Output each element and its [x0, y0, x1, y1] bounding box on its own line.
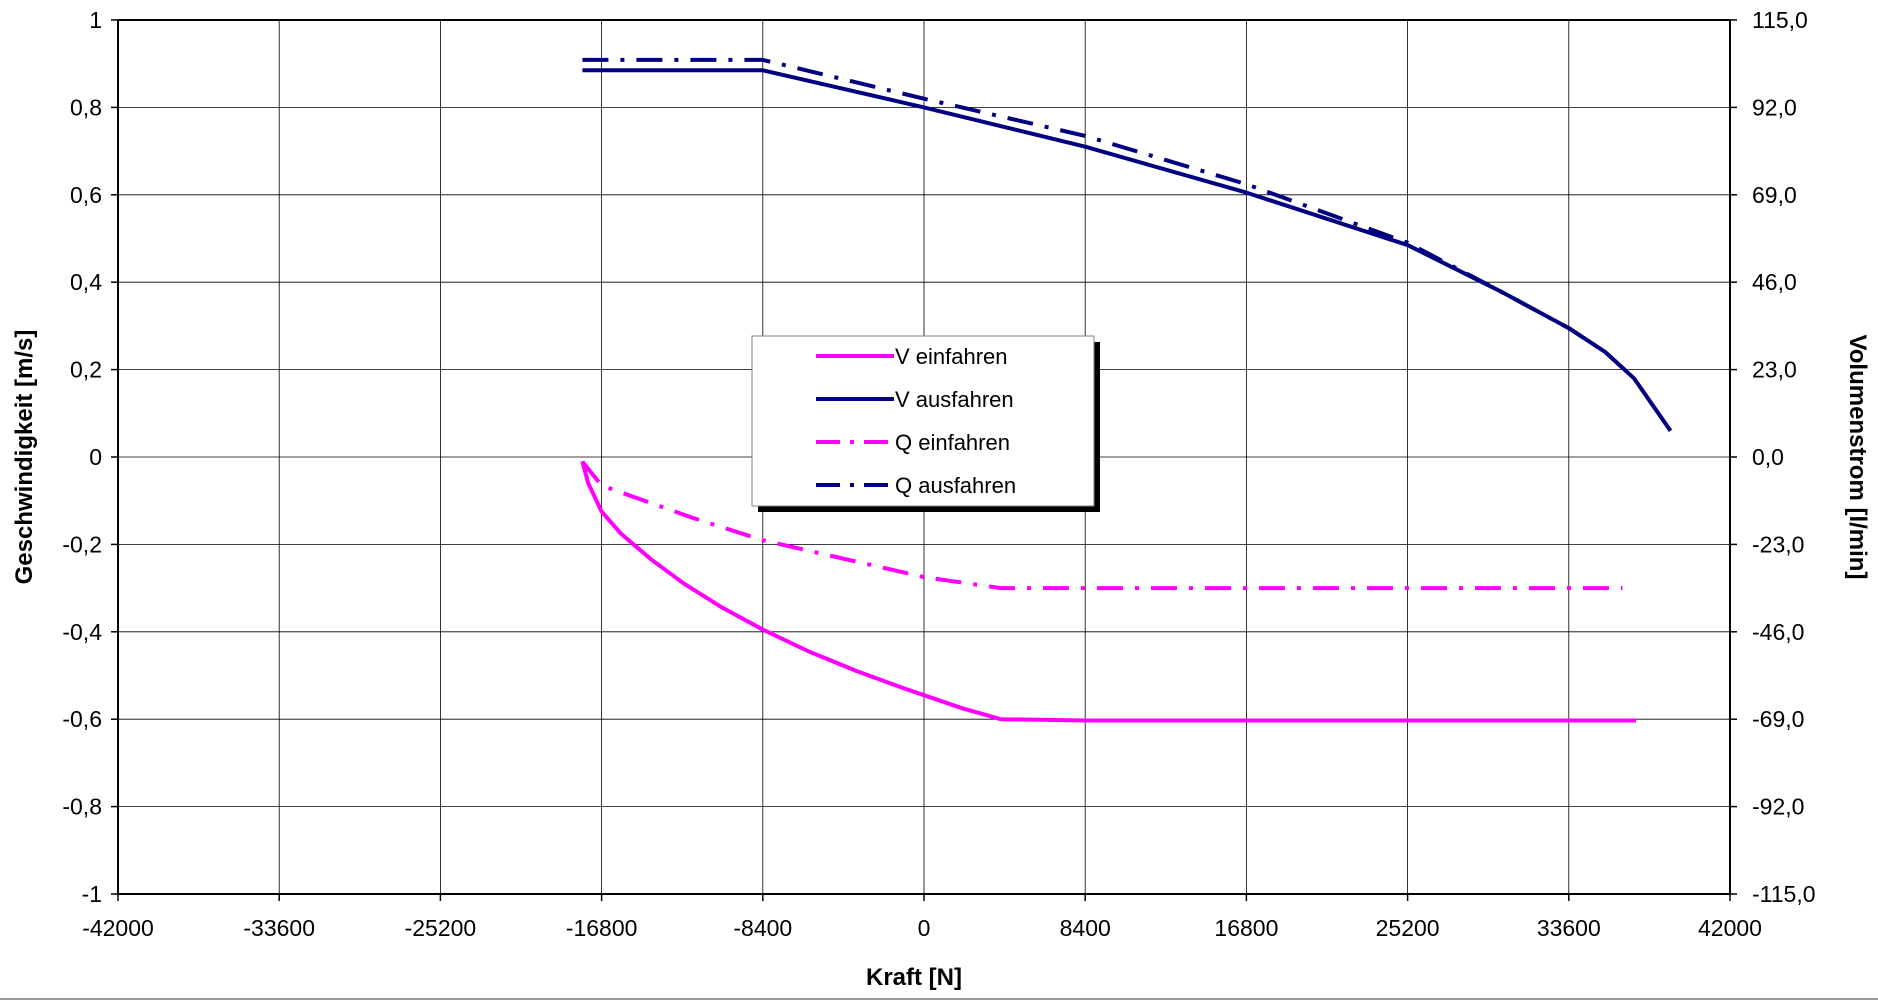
series-line-v-ausfahren: [582, 68, 1673, 432]
series-line-q-ausfahren: [582, 57, 1636, 380]
x-tick-label: 8400: [1060, 915, 1111, 941]
y-tick-label: -0,4: [62, 619, 102, 645]
x-tick-label: -25200: [405, 915, 477, 941]
x-tick-label: -33600: [243, 915, 315, 941]
x-tick-label: 25200: [1376, 915, 1440, 941]
series-line-v-einfahren: [580, 460, 1636, 723]
y2-tick-label: 69,0: [1752, 182, 1797, 208]
x-tick-label: -42000: [82, 915, 154, 941]
y-tick-label: -1: [82, 881, 102, 907]
bottom-divider: [0, 998, 1878, 1000]
y2-tick-label: 23,0: [1752, 357, 1797, 383]
y-tick-label: -0,2: [62, 531, 102, 557]
legend-label: V ausfahren: [895, 387, 1014, 412]
x-axis-title: Kraft [N]: [866, 964, 962, 991]
y2-tick-label: -23,0: [1752, 531, 1804, 557]
y-tick-label: 0,2: [70, 357, 102, 383]
axis-ticks: [111, 19, 1737, 901]
x-tick-label: 33600: [1537, 915, 1601, 941]
y2-axis-tick-labels: 115,0 92,0 69,0 46,0 23,0 0,0 -23,0 -46,0 -69,0 -…: [1752, 7, 1816, 907]
plot-series: [580, 57, 1673, 723]
y2-axis-title: Volumenstrom [l/min]: [1844, 335, 1871, 580]
legend-box: [751, 335, 1095, 507]
y-tick-label: 0,4: [70, 269, 102, 295]
y-axis-title: Geschwindigkeit [m/s]: [11, 330, 38, 585]
y2-tick-label: 0,0: [1752, 444, 1784, 470]
y-axis-tick-labels: 1 0,8 0,6 0,4 0,2 0 -0,2 -0,4 -0,6 -0,8 -1: [62, 7, 102, 907]
legend-label: Q ausfahren: [895, 473, 1016, 498]
series-line-q-einfahren: [580, 460, 1623, 591]
y-tick-label: 1: [89, 7, 102, 33]
y2-tick-label: -92,0: [1752, 794, 1804, 820]
y-tick-label: -0,6: [62, 706, 102, 732]
legend: V einfahren V ausfahren Q einfahren Q ausfa…: [751, 335, 1100, 512]
y-tick-label: 0,6: [70, 182, 102, 208]
x-tick-label: -8400: [733, 915, 792, 941]
y2-tick-label: -69,0: [1752, 706, 1804, 732]
y2-tick-label: 46,0: [1752, 269, 1797, 295]
x-tick-label: 42000: [1698, 915, 1762, 941]
x-tick-label: -16800: [566, 915, 638, 941]
legend-label: Q einfahren: [895, 430, 1010, 455]
y-tick-label: 0,8: [70, 94, 102, 120]
x-axis-tick-labels: -42000 -33600 -25200 -16800 -8400 0 8400 16800 2…: [82, 915, 1762, 941]
y2-tick-label: 115,0: [1752, 7, 1808, 33]
x-tick-label: 16800: [1214, 915, 1278, 941]
y2-tick-label: -115,0: [1752, 881, 1816, 907]
y-tick-label: -0,8: [62, 794, 102, 820]
y2-tick-label: -46,0: [1752, 619, 1804, 645]
y2-tick-label: 92,0: [1752, 94, 1797, 120]
legend-label: V einfahren: [895, 344, 1008, 369]
y-tick-label: 0: [89, 444, 102, 470]
x-tick-label: 0: [918, 915, 931, 941]
